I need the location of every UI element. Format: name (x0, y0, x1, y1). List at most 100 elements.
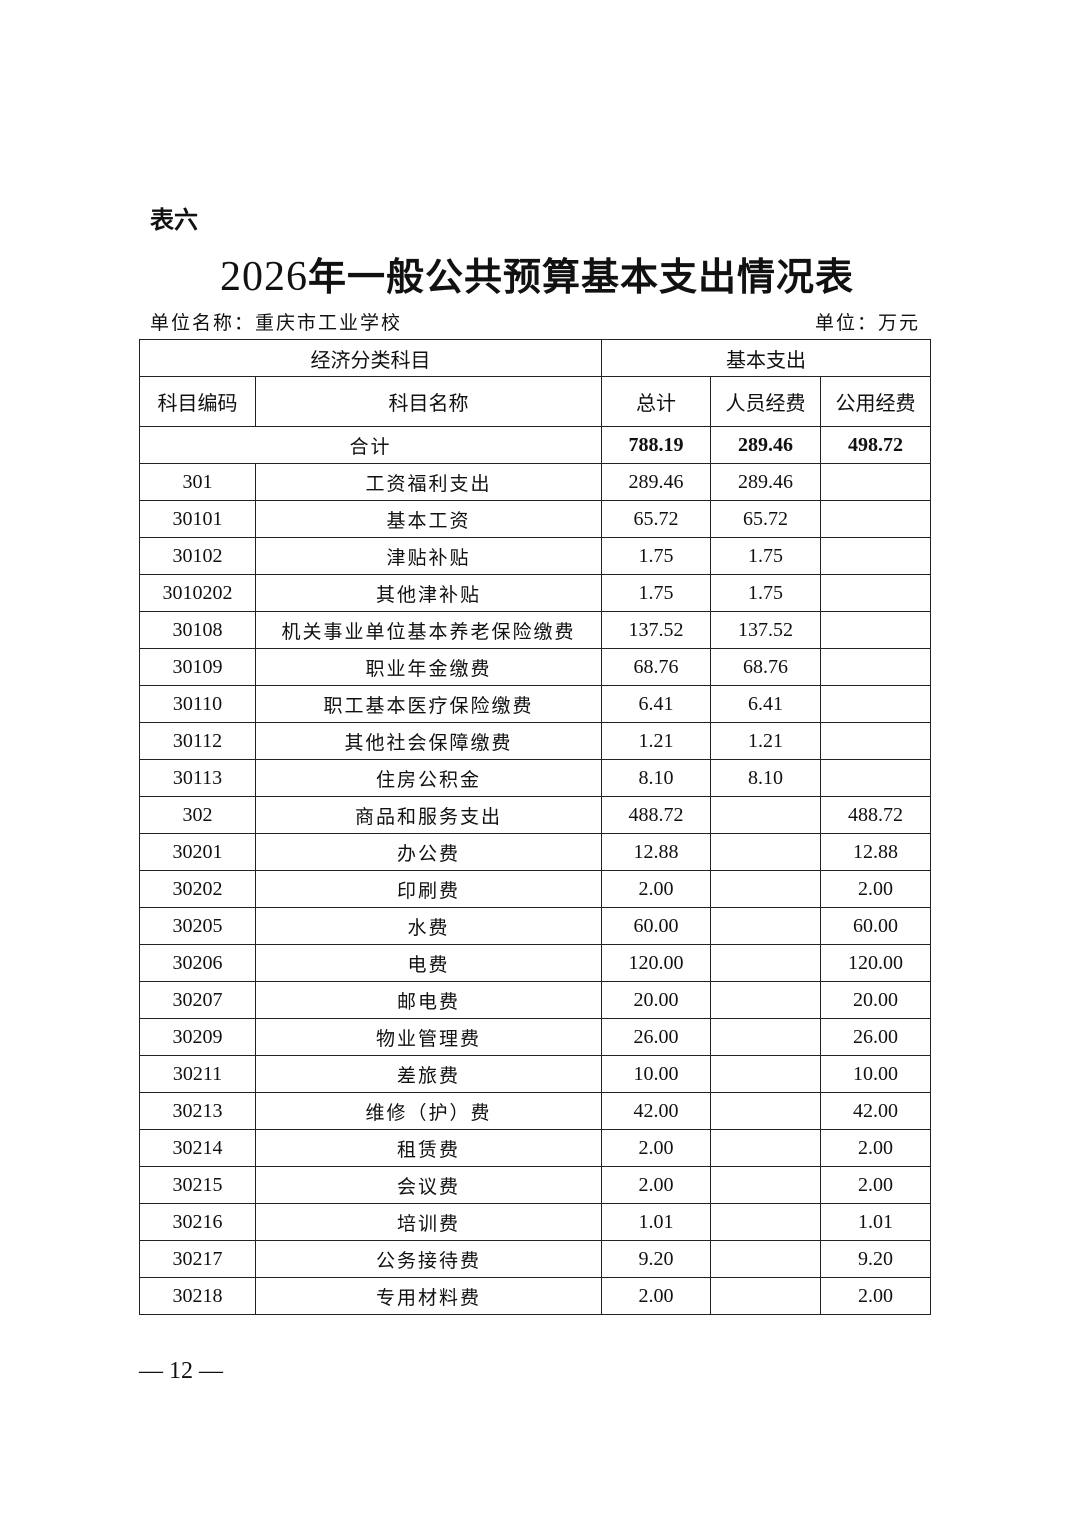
cell-public (820, 500, 931, 538)
table-row: 30206 电费 120.00 120.00 (139, 944, 931, 982)
cell-name: 维修（护）费 (255, 1092, 602, 1130)
cell-total: 2.00 (601, 870, 711, 908)
cell-code: 30214 (139, 1129, 256, 1167)
cell-total: 65.72 (601, 500, 711, 538)
table-row: 30211 差旅费 10.00 10.00 (139, 1055, 931, 1093)
cell-name: 培训费 (255, 1203, 602, 1241)
table-row: 30205 水费 60.00 60.00 (139, 907, 931, 945)
cell-name: 公务接待费 (255, 1240, 602, 1278)
cell-name: 印刷费 (255, 870, 602, 908)
cell-public: 10.00 (820, 1055, 931, 1093)
header-economic-category: 经济分类科目 (139, 339, 602, 377)
cell-total: 1.75 (601, 574, 711, 612)
total-total: 788.19 (601, 426, 711, 464)
cell-total: 60.00 (601, 907, 711, 945)
cell-personnel (710, 1129, 821, 1167)
cell-public (820, 648, 931, 686)
cell-name: 基本工资 (255, 500, 602, 538)
cell-public: 2.00 (820, 1129, 931, 1167)
cell-public: 12.88 (820, 833, 931, 871)
table-row: 30101 基本工资 65.72 65.72 (139, 500, 931, 538)
cell-personnel: 137.52 (710, 611, 821, 649)
cell-personnel: 1.75 (710, 574, 821, 612)
cell-personnel: 1.75 (710, 537, 821, 575)
cell-personnel (710, 1277, 821, 1315)
cell-public (820, 537, 931, 575)
cell-personnel: 289.46 (710, 463, 821, 501)
cell-code: 301 (139, 463, 256, 501)
cell-total: 1.21 (601, 722, 711, 760)
table-label: 表六 (150, 206, 198, 234)
table-row: 30108 机关事业单位基本养老保险缴费 137.52 137.52 (139, 611, 931, 649)
cell-public (820, 722, 931, 760)
table-row: 30109 职业年金缴费 68.76 68.76 (139, 648, 931, 686)
cell-name: 机关事业单位基本养老保险缴费 (255, 611, 602, 649)
header-personnel: 人员经费 (710, 376, 821, 427)
cell-code: 30206 (139, 944, 256, 982)
header-row-group: 经济分类科目 基本支出 (139, 339, 931, 377)
cell-code: 3010202 (139, 574, 256, 612)
cell-code: 30101 (139, 500, 256, 538)
cell-code: 30215 (139, 1166, 256, 1204)
cell-code: 30201 (139, 833, 256, 871)
total-label: 合计 (139, 426, 602, 464)
cell-code: 30108 (139, 611, 256, 649)
budget-table: 经济分类科目 基本支出 科目编码 科目名称 总计 人员经费 公用经费 合计 78… (139, 339, 931, 1315)
cell-total: 68.76 (601, 648, 711, 686)
cell-public: 60.00 (820, 907, 931, 945)
cell-total: 8.10 (601, 759, 711, 797)
cell-personnel (710, 796, 821, 834)
cell-name: 职业年金缴费 (255, 648, 602, 686)
cell-name: 专用材料费 (255, 1277, 602, 1315)
cell-total: 26.00 (601, 1018, 711, 1056)
cell-personnel: 65.72 (710, 500, 821, 538)
cell-total: 137.52 (601, 611, 711, 649)
cell-name: 办公费 (255, 833, 602, 871)
unit-line: 单位名称：重庆市工业学校 单位：万元 (150, 308, 920, 335)
table-row: 30213 维修（护）费 42.00 42.00 (139, 1092, 931, 1130)
cell-code: 30211 (139, 1055, 256, 1093)
cell-personnel (710, 1166, 821, 1204)
header-basic-expenditure: 基本支出 (601, 339, 931, 377)
cell-personnel: 6.41 (710, 685, 821, 723)
cell-public: 1.01 (820, 1203, 931, 1241)
cell-name: 水费 (255, 907, 602, 945)
currency-unit: 单位：万元 (814, 312, 920, 334)
cell-public: 42.00 (820, 1092, 931, 1130)
table-row: 30112 其他社会保障缴费 1.21 1.21 (139, 722, 931, 760)
cell-public: 2.00 (820, 870, 931, 908)
cell-code: 30218 (139, 1277, 256, 1315)
cell-name: 职工基本医疗保险缴费 (255, 685, 602, 723)
cell-name: 电费 (255, 944, 602, 982)
cell-personnel (710, 944, 821, 982)
total-public: 498.72 (820, 426, 931, 464)
table-row: 30216 培训费 1.01 1.01 (139, 1203, 931, 1241)
table-row: 301 工资福利支出 289.46 289.46 (139, 463, 931, 501)
page-title: 2026年一般公共预算基本支出情况表 (0, 246, 1074, 301)
cell-public (820, 611, 931, 649)
cell-name: 邮电费 (255, 981, 602, 1019)
cell-code: 30202 (139, 870, 256, 908)
cell-name: 差旅费 (255, 1055, 602, 1093)
cell-total: 289.46 (601, 463, 711, 501)
table-row: 30102 津贴补贴 1.75 1.75 (139, 537, 931, 575)
cell-code: 30213 (139, 1092, 256, 1130)
table-row: 30110 职工基本医疗保险缴费 6.41 6.41 (139, 685, 931, 723)
cell-public (820, 685, 931, 723)
page-number: — 12 — (139, 1358, 223, 1384)
cell-personnel (710, 1240, 821, 1278)
cell-total: 42.00 (601, 1092, 711, 1130)
cell-name: 会议费 (255, 1166, 602, 1204)
unit-name: 单位名称：重庆市工业学校 (150, 312, 403, 334)
cell-personnel: 68.76 (710, 648, 821, 686)
table-row: 30217 公务接待费 9.20 9.20 (139, 1240, 931, 1278)
cell-name: 商品和服务支出 (255, 796, 602, 834)
cell-total: 6.41 (601, 685, 711, 723)
cell-code: 30217 (139, 1240, 256, 1278)
cell-total: 9.20 (601, 1240, 711, 1278)
cell-personnel (710, 1092, 821, 1130)
header-row-columns: 科目编码 科目名称 总计 人员经费 公用经费 (139, 376, 931, 427)
cell-personnel (710, 1203, 821, 1241)
cell-public: 26.00 (820, 1018, 931, 1056)
table-row: 302 商品和服务支出 488.72 488.72 (139, 796, 931, 834)
